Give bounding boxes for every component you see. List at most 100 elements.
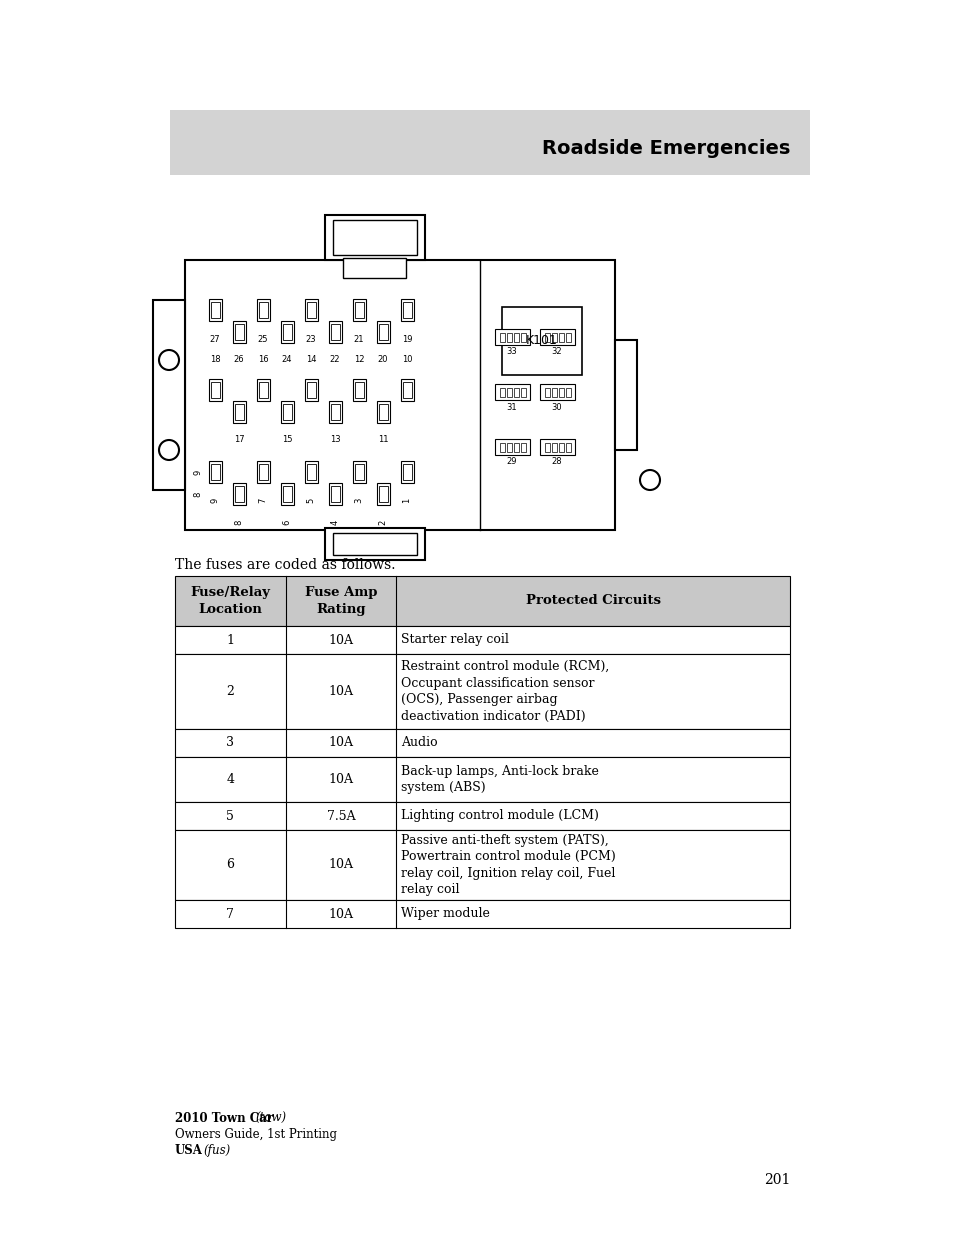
Text: 17: 17 (233, 436, 244, 445)
Text: 4: 4 (227, 773, 234, 786)
Bar (500, 388, 505, 397)
Circle shape (159, 350, 179, 370)
Bar (354, 465, 364, 479)
Bar (552, 388, 557, 397)
Text: 20: 20 (377, 355, 388, 364)
Bar (328, 483, 342, 505)
Text: 10: 10 (401, 355, 412, 364)
Text: 10A: 10A (328, 737, 353, 749)
Text: 25: 25 (257, 335, 268, 344)
Bar (566, 388, 571, 397)
Text: 32: 32 (552, 348, 563, 356)
Bar (378, 324, 388, 340)
Bar (545, 388, 550, 397)
Bar (280, 483, 294, 505)
Bar (507, 388, 512, 397)
Text: 4: 4 (330, 519, 340, 524)
Bar (258, 383, 268, 397)
Text: Restraint control module (RCM),
Occupant classification sensor
(OCS), Passenger : Restraint control module (RCM), Occupant… (401, 661, 610, 723)
Bar (208, 461, 222, 483)
Bar (495, 329, 530, 345)
Bar (208, 379, 222, 401)
Bar (325, 528, 425, 560)
Bar (175, 900, 790, 928)
Text: Starter relay coil: Starter relay coil (401, 633, 509, 647)
Text: 10A: 10A (328, 773, 353, 786)
Text: Owners Guide, 1st Printing: Owners Guide, 1st Printing (175, 1128, 337, 1141)
Text: 3: 3 (227, 737, 234, 749)
Bar (402, 302, 412, 318)
Bar (175, 729, 790, 758)
Text: 28: 28 (552, 457, 563, 467)
Text: 26: 26 (233, 355, 244, 364)
Bar (552, 333, 557, 342)
Text: Wiper module: Wiper module (401, 908, 491, 920)
Text: 9: 9 (194, 469, 203, 474)
Bar (376, 483, 390, 505)
Bar (330, 324, 340, 340)
Bar (234, 486, 244, 502)
Text: 15: 15 (281, 436, 292, 445)
Bar (175, 830, 790, 900)
Text: 201: 201 (763, 1172, 790, 1187)
Text: 5: 5 (227, 810, 234, 822)
Bar (378, 404, 388, 420)
Bar (545, 443, 550, 452)
Text: 11: 11 (377, 436, 388, 445)
Text: 24: 24 (281, 355, 292, 364)
Bar (210, 465, 220, 479)
Bar (258, 465, 268, 479)
Text: 23: 23 (305, 335, 316, 344)
Bar (330, 486, 340, 502)
Text: 27: 27 (209, 335, 220, 344)
Bar (282, 324, 292, 340)
Bar (170, 111, 810, 175)
Bar (559, 388, 564, 397)
Bar (304, 379, 318, 401)
Bar (282, 486, 292, 502)
Bar (540, 384, 575, 400)
Text: 2: 2 (378, 519, 388, 524)
Text: 8: 8 (194, 492, 203, 497)
Bar (400, 379, 414, 401)
Bar (153, 301, 185, 491)
Bar (258, 302, 268, 318)
Text: 18: 18 (209, 355, 220, 364)
Bar (175, 576, 790, 626)
Text: 10A: 10A (328, 633, 353, 647)
Text: Audio: Audio (401, 737, 438, 749)
Text: The fuses are coded as follows.: The fuses are coded as follows. (175, 558, 396, 573)
Bar (175, 626, 790, 655)
Bar (507, 443, 512, 452)
Text: Fuse Amp
Rating: Fuse Amp Rating (304, 586, 377, 616)
Bar (502, 307, 582, 375)
Text: 14: 14 (305, 355, 316, 364)
Text: 29: 29 (507, 457, 517, 467)
Text: 10A: 10A (328, 858, 353, 872)
Text: Passive anti-theft system (PATS),
Powertrain control module (PCM)
relay coil, Ig: Passive anti-theft system (PATS), Powert… (401, 833, 616, 897)
Bar (256, 461, 270, 483)
Bar (234, 404, 244, 420)
Bar (566, 333, 571, 342)
Bar (256, 379, 270, 401)
Bar (545, 333, 550, 342)
Bar (552, 443, 557, 452)
Text: 33: 33 (507, 348, 517, 356)
Bar (500, 333, 505, 342)
Bar (495, 384, 530, 400)
Bar (402, 383, 412, 397)
Text: 6: 6 (227, 858, 234, 872)
Bar (280, 320, 294, 343)
Text: 1: 1 (227, 633, 234, 647)
Bar (232, 401, 246, 424)
Bar (514, 333, 519, 342)
Bar (559, 443, 564, 452)
Text: Roadside Emergencies: Roadside Emergencies (541, 139, 790, 158)
Text: 13: 13 (329, 436, 340, 445)
Bar (282, 404, 292, 420)
Bar (566, 443, 571, 452)
Bar (210, 302, 220, 318)
Text: 9: 9 (210, 497, 220, 503)
Text: 19: 19 (401, 335, 412, 344)
Bar (175, 655, 790, 729)
